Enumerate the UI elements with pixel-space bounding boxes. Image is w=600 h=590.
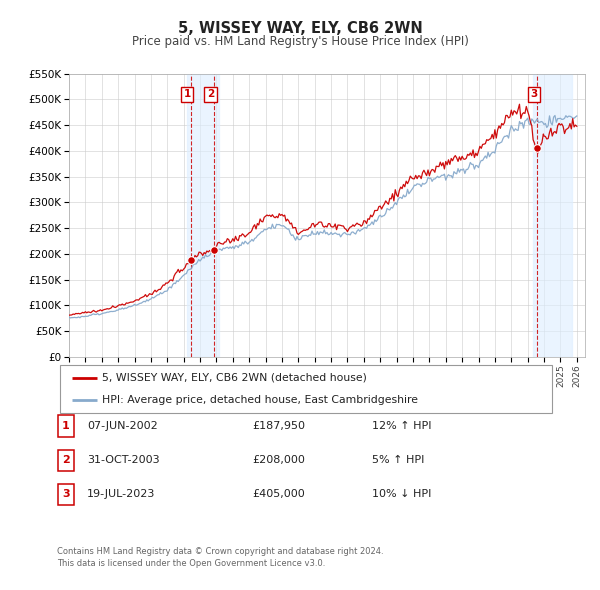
Text: 10% ↓ HPI: 10% ↓ HPI [372, 490, 431, 499]
Text: 3: 3 [62, 490, 70, 499]
Text: 12% ↑ HPI: 12% ↑ HPI [372, 421, 431, 431]
Text: 5, WISSEY WAY, ELY, CB6 2WN (detached house): 5, WISSEY WAY, ELY, CB6 2WN (detached ho… [102, 373, 367, 383]
Text: Contains HM Land Registry data © Crown copyright and database right 2024.: Contains HM Land Registry data © Crown c… [57, 547, 383, 556]
Text: 5% ↑ HPI: 5% ↑ HPI [372, 455, 424, 465]
Text: 07-JUN-2002: 07-JUN-2002 [87, 421, 158, 431]
Text: £187,950: £187,950 [252, 421, 305, 431]
Text: £405,000: £405,000 [252, 490, 305, 499]
Text: Price paid vs. HM Land Registry's House Price Index (HPI): Price paid vs. HM Land Registry's House … [131, 35, 469, 48]
Text: HPI: Average price, detached house, East Cambridgeshire: HPI: Average price, detached house, East… [102, 395, 418, 405]
Text: £208,000: £208,000 [252, 455, 305, 465]
Text: This data is licensed under the Open Government Licence v3.0.: This data is licensed under the Open Gov… [57, 559, 325, 568]
FancyBboxPatch shape [60, 365, 552, 413]
Text: 2: 2 [207, 89, 214, 99]
Text: 19-JUL-2023: 19-JUL-2023 [87, 490, 155, 499]
Text: 1: 1 [62, 421, 70, 431]
Bar [533, 74, 572, 357]
Text: 5, WISSEY WAY, ELY, CB6 2WN: 5, WISSEY WAY, ELY, CB6 2WN [178, 21, 422, 35]
Text: 31-OCT-2003: 31-OCT-2003 [87, 455, 160, 465]
Text: 1: 1 [184, 89, 191, 99]
FancyBboxPatch shape [58, 450, 74, 471]
FancyBboxPatch shape [58, 415, 74, 437]
FancyBboxPatch shape [58, 484, 74, 505]
Text: 2: 2 [62, 455, 70, 465]
Bar [187, 74, 219, 357]
Text: 3: 3 [530, 89, 538, 99]
